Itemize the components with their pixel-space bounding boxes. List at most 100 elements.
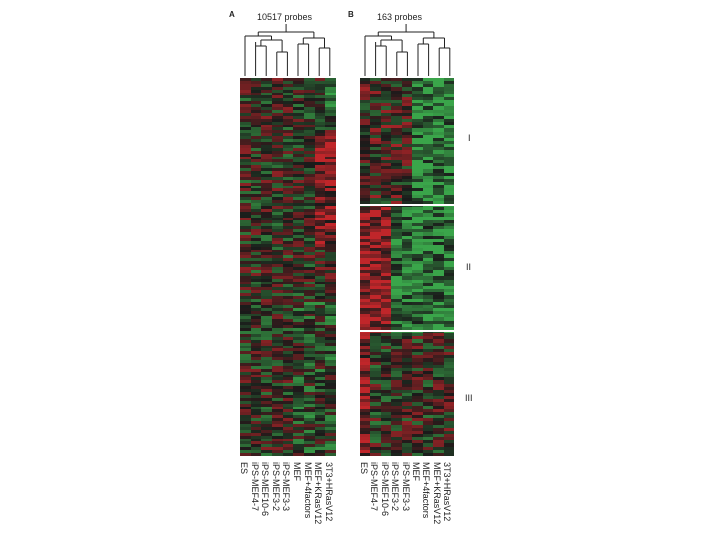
heatmap-cell	[272, 319, 283, 323]
heatmap-cell	[325, 191, 336, 195]
heatmap-cell	[401, 421, 413, 426]
heatmap-cell	[422, 93, 434, 98]
heatmap-cell	[282, 351, 294, 355]
heatmap-cell	[360, 96, 371, 101]
heatmap-cell	[412, 411, 424, 416]
heatmap-cell	[412, 191, 424, 196]
heatmap-cell	[325, 98, 336, 102]
heatmap-cell	[250, 235, 262, 238]
heatmap-cell	[293, 450, 305, 454]
heatmap-cell	[304, 144, 315, 148]
heatmap-cell	[304, 368, 315, 372]
heatmap-cell	[401, 383, 413, 388]
heatmap-cell	[293, 421, 305, 425]
heatmap-cell	[443, 446, 454, 451]
heatmap-cell	[443, 449, 454, 454]
heatmap-cell	[282, 127, 294, 131]
heatmap-cell	[261, 200, 273, 204]
heatmap-cell	[360, 311, 371, 316]
heatmap-cell	[401, 100, 413, 105]
heatmap-cell	[380, 125, 392, 130]
heatmap-cell	[422, 295, 434, 300]
heatmap-cell	[370, 289, 382, 294]
heatmap-cell	[282, 150, 294, 154]
heatmap-cell	[443, 396, 454, 401]
heatmap-cell	[422, 270, 434, 275]
heatmap-cell	[412, 348, 424, 353]
heatmap-cell	[250, 249, 262, 253]
heatmap-cell	[360, 166, 371, 171]
heatmap-cell	[293, 351, 305, 355]
heatmap-cell	[304, 156, 315, 160]
heatmap-cell	[261, 258, 273, 262]
heatmap-cell	[443, 295, 454, 300]
heatmap-cell	[272, 197, 283, 201]
heatmap-cell	[314, 406, 326, 410]
heatmap-cell	[304, 307, 315, 311]
heatmap-cell	[272, 78, 283, 81]
heatmap-cell	[360, 276, 371, 281]
heatmap-cell	[433, 267, 445, 271]
heatmap-cell	[422, 285, 434, 290]
heatmap-cell	[261, 348, 273, 352]
heatmap-cell	[380, 137, 392, 142]
heatmap-cell	[422, 207, 434, 212]
heatmap-cell	[314, 118, 326, 122]
column-label: MEF+4factors	[302, 462, 313, 519]
heatmap-cell	[412, 131, 424, 136]
heatmap-cell	[325, 453, 336, 456]
heatmap-cell	[240, 377, 251, 381]
heatmap-cell	[401, 317, 413, 322]
heatmap-cell	[412, 188, 424, 193]
heatmap-cell	[443, 188, 454, 193]
heatmap-cell	[422, 364, 434, 369]
heatmap-cell	[240, 389, 251, 393]
heatmap-cell	[412, 330, 424, 334]
heatmap-cell	[240, 235, 251, 238]
heatmap-cell	[282, 182, 294, 186]
heatmap-cell	[272, 144, 283, 148]
heatmap-cell	[380, 326, 392, 331]
heatmap-cell	[433, 418, 445, 423]
heatmap-cell	[293, 339, 305, 343]
heatmap-cell	[412, 100, 424, 105]
heatmap-cell	[325, 275, 336, 279]
heatmap-cell	[282, 121, 294, 125]
heatmap-cell	[360, 118, 371, 123]
heatmap-cell	[412, 147, 424, 152]
heatmap-cell	[325, 290, 336, 294]
column-label: ES	[359, 462, 369, 475]
heatmap-cell	[443, 443, 454, 448]
heatmap-cell	[250, 342, 262, 346]
heatmap-cell	[391, 100, 403, 105]
heatmap-cell	[380, 440, 392, 445]
heatmap-cell	[272, 281, 283, 285]
heatmap-cell	[272, 261, 283, 265]
heatmap-cell	[304, 400, 315, 404]
heatmap-cell	[282, 258, 294, 262]
heatmap-cell	[391, 200, 403, 205]
heatmap-cell	[261, 290, 273, 294]
heatmap-cell	[282, 220, 294, 224]
panel-a-letter: A	[229, 10, 235, 19]
heatmap-cell	[304, 394, 315, 398]
heatmap-cell	[412, 383, 424, 388]
heatmap-cell	[304, 426, 315, 430]
heatmap-cell	[282, 360, 294, 364]
heatmap-cell	[240, 319, 251, 323]
heatmap-cell	[314, 205, 326, 209]
heatmap-cell	[304, 415, 315, 419]
heatmap-cell	[380, 122, 392, 127]
heatmap-cell	[360, 216, 371, 221]
heatmap-cell	[250, 394, 262, 398]
heatmap-cell	[401, 393, 413, 397]
heatmap-cell	[293, 226, 305, 230]
heatmap-cell	[433, 358, 445, 363]
heatmap-cell	[433, 204, 445, 208]
heatmap-cell	[272, 290, 283, 294]
heatmap-cell	[391, 402, 403, 407]
heatmap-cell	[380, 178, 392, 183]
heatmap-cell	[325, 397, 336, 401]
heatmap-cell	[293, 264, 305, 268]
heatmap-cell	[304, 298, 315, 302]
